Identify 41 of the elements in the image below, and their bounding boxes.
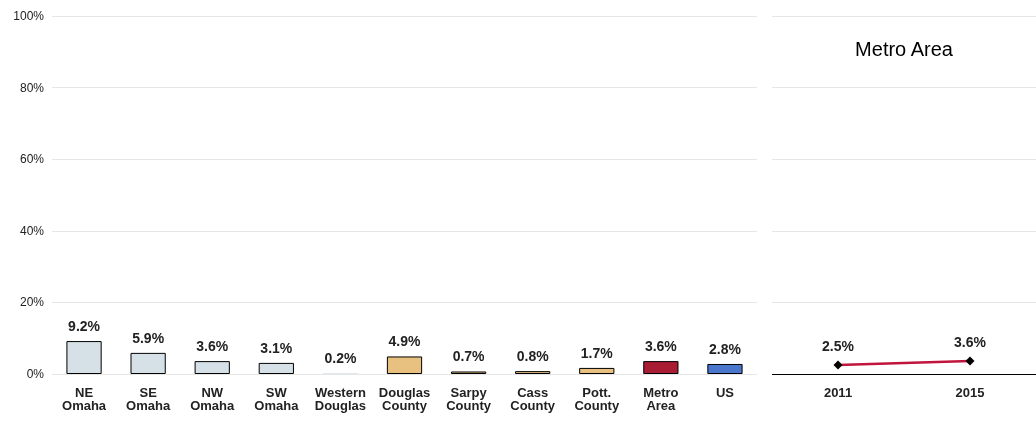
x-tick-label: Douglas County xyxy=(378,385,431,413)
bar xyxy=(386,356,423,374)
x-tick-label: Sarpy County xyxy=(446,385,492,413)
data-label: 3.6% xyxy=(954,333,987,350)
bar xyxy=(258,362,294,374)
y-tick-label: 0% xyxy=(26,367,45,381)
y-tick-label: 80% xyxy=(19,80,45,95)
data-label: 3.6% xyxy=(644,338,678,355)
x-tick-label: Pott. County xyxy=(574,385,620,413)
data-label: 0.8% xyxy=(516,348,550,365)
data-label: 5.9% xyxy=(132,329,165,346)
data-label: 2.8% xyxy=(708,340,742,357)
x-tick-label: 2015 xyxy=(955,385,985,400)
x-tick-label: SW Omaha xyxy=(254,385,300,413)
data-label: 1.7% xyxy=(580,344,614,361)
x-tick-label: SE Omaha xyxy=(126,385,171,413)
x-tick-label: Metro Area xyxy=(643,385,679,413)
y-tick-label: 20% xyxy=(19,295,45,310)
bar xyxy=(66,341,102,374)
bar xyxy=(579,367,615,374)
text: Metro Area xyxy=(855,38,954,60)
x-tick-label: US xyxy=(715,385,735,400)
x-tick-label: Western Douglas xyxy=(314,385,367,413)
y-tick-label: 100% xyxy=(13,9,45,23)
data-label: 0.2% xyxy=(324,350,357,367)
data-label: 2.5% xyxy=(822,337,855,354)
bar xyxy=(130,352,166,374)
data-label: 0.7% xyxy=(452,348,486,365)
bar xyxy=(194,361,230,374)
data-label: 3.1% xyxy=(260,339,293,356)
bar xyxy=(707,363,743,374)
data-label: 4.9% xyxy=(388,333,421,350)
x-tick-label: NW Omaha xyxy=(190,385,236,413)
x-tick-label: NE Omaha xyxy=(62,385,107,413)
y-tick-label: 40% xyxy=(19,223,45,238)
data-label: 9.2% xyxy=(68,318,101,335)
x-tick-label: 2011 xyxy=(823,385,853,400)
y-tick-label: 60% xyxy=(19,152,45,167)
bar xyxy=(643,361,679,374)
data-label: 3.6% xyxy=(196,338,229,355)
x-tick-label: Cass County xyxy=(510,385,556,413)
